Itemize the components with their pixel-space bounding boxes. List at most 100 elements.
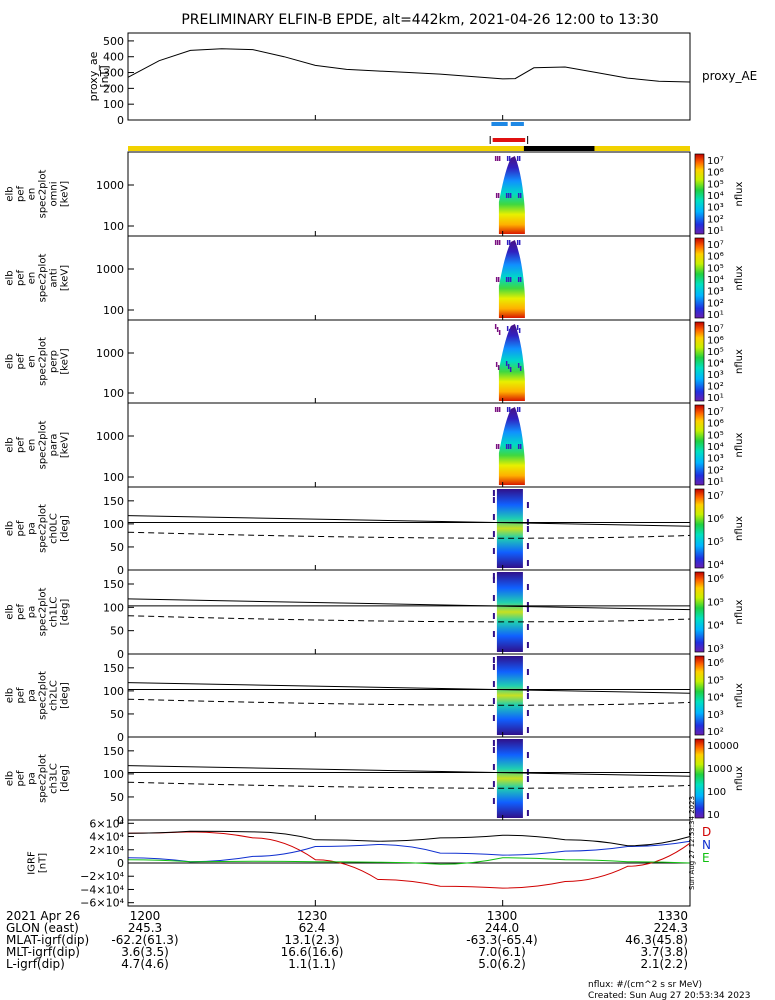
energy-speckle — [498, 330, 501, 335]
igrf-ylabel-line: IGRF — [27, 851, 38, 875]
energy-speckle — [509, 444, 512, 449]
colorbar-scale — [694, 321, 705, 402]
energy-signal — [498, 240, 525, 318]
colorbar-scale — [694, 655, 705, 736]
pitch-speckle — [492, 698, 495, 704]
energy-frame — [127, 319, 691, 404]
energy-speckle — [497, 444, 500, 449]
energy-ylabel-1-line: en — [27, 188, 38, 201]
colorbar-tick-label: 10² — [707, 727, 724, 738]
colorbar-tick-label: 10⁵ — [707, 347, 724, 358]
energy-signal — [498, 156, 525, 234]
energy-speckle — [507, 364, 510, 369]
colorbar-tick-label: 10⁶ — [707, 658, 724, 669]
loss-cone-dashed — [127, 531, 691, 539]
energy-speckle — [494, 407, 497, 412]
pitch-speckle — [492, 573, 495, 579]
energy-speckle — [519, 277, 522, 282]
pitch-ylabel-5: elbpefpaspec2plotch0LC[deg] — [5, 504, 71, 553]
pitch-ylabel-5-line: ch0LC — [49, 513, 60, 544]
energy-speckle — [505, 277, 508, 282]
footer-created: Created: Sun Aug 27 20:53:34 2023 — [588, 991, 750, 1000]
colorbar-scale — [694, 237, 705, 319]
pitch-ytick-label: 0 — [117, 564, 124, 577]
energy-speckle — [519, 444, 522, 449]
igrf-ytick-label: −6×10⁴ — [80, 897, 124, 910]
pitch-ylabel-8-line: pef — [16, 770, 27, 787]
energy-speckle — [518, 328, 521, 333]
energy-speckle — [516, 325, 519, 330]
orbit-row-value: 224.3 — [654, 921, 688, 935]
energy-speckle — [507, 193, 510, 198]
energy-ylabel-1-line: spec2plot — [38, 170, 49, 219]
pitch-speckle — [526, 810, 529, 816]
energy-speckle — [496, 240, 499, 245]
colorbar-tick-label: 10⁶ — [707, 574, 724, 585]
pitch-ytick-label: 150 — [103, 745, 124, 758]
pitch-panel-5: 150 100 50 0 — [103, 486, 691, 577]
pitch-frame — [127, 736, 691, 821]
energy-ytick-label: 100 — [103, 220, 124, 233]
igrf-ytick-label: 0 — [117, 857, 124, 870]
proxy-ae-ytick-label: 100 — [103, 98, 124, 111]
pitch-speckle — [526, 624, 529, 630]
pitch-frame — [127, 653, 691, 738]
pitch-speckle — [492, 497, 495, 503]
pitch-ylabel-8-line: ch3LC — [49, 763, 60, 794]
energy-frame — [127, 151, 691, 237]
energy-ylabel-1-line: elb — [5, 186, 16, 201]
orbit-row-label: 2021 Apr 26 — [6, 909, 80, 923]
colorbar-label: nflux — [734, 516, 745, 541]
energy-ytick-label: 100 — [103, 387, 124, 400]
energy-speckle — [496, 156, 499, 161]
colorbar-tick-label: 10⁴ — [707, 693, 724, 704]
side-timestamp: Sun Aug 27 12:53:34 2023 — [688, 796, 696, 890]
energy-speckle — [516, 407, 519, 412]
orbit-row-value: 3.6(3.5) — [121, 945, 169, 959]
pitch-speckle — [526, 776, 529, 782]
energy-speckle — [498, 407, 501, 412]
energy-ylabel-2-line: en — [27, 272, 38, 285]
pitch-speckle — [526, 526, 529, 532]
energy-ylabel-3-line: perp — [49, 350, 60, 373]
energy-speckle — [508, 156, 511, 161]
energy-speckle — [497, 277, 500, 282]
igrf-ytick-label: 2×10⁴ — [89, 844, 124, 857]
energy-speckle — [496, 327, 499, 332]
orbit-row-value: 16.6(16.6) — [281, 945, 344, 959]
loss-cone-dashed — [127, 781, 691, 789]
igrf-line-D — [127, 831, 691, 889]
pitch-ylabel-6-line: ch1LC — [49, 597, 60, 628]
colorbar-scale — [694, 404, 705, 486]
colorbar-tick-label: 10³ — [707, 454, 724, 465]
pitch-speckle — [526, 693, 529, 699]
orbit-row-value: 3.7(3.8) — [640, 945, 688, 959]
energy-speckle — [517, 193, 520, 198]
energy-speckle — [519, 193, 522, 198]
energy-speckle — [519, 366, 522, 371]
orbit-row-value: 4.7(4.6) — [121, 957, 169, 971]
energy-speckle — [505, 444, 508, 449]
energy-ylabel-2-line: elb — [5, 270, 16, 285]
energy-ylabel-4-line: pef — [16, 437, 27, 454]
pitch-ytick-label: 100 — [103, 768, 124, 781]
colorbar-tick-label: 10¹ — [707, 393, 724, 404]
pitch-panel-6: 150 100 50 0 — [103, 569, 691, 661]
pitch-ylabel-7: elbpefpaspec2plotch2LC[deg] — [5, 671, 71, 720]
energy-ylabel-4-line: [keV] — [60, 432, 71, 458]
pitch-speckle — [492, 657, 495, 663]
energy-ytick-label: 100 — [103, 471, 124, 484]
colorbar-label: nflux — [734, 349, 745, 374]
energy-speckle — [518, 156, 521, 161]
pitch-speckle — [492, 595, 495, 601]
pitch-speckle — [492, 740, 495, 746]
pitch-ylabel-6-line: elb — [5, 604, 16, 619]
proxy-ae-ytick-label: 500 — [103, 35, 124, 48]
pitch-speckle — [492, 548, 495, 554]
energy-speckle — [517, 444, 520, 449]
pitch-speckle — [526, 642, 529, 648]
